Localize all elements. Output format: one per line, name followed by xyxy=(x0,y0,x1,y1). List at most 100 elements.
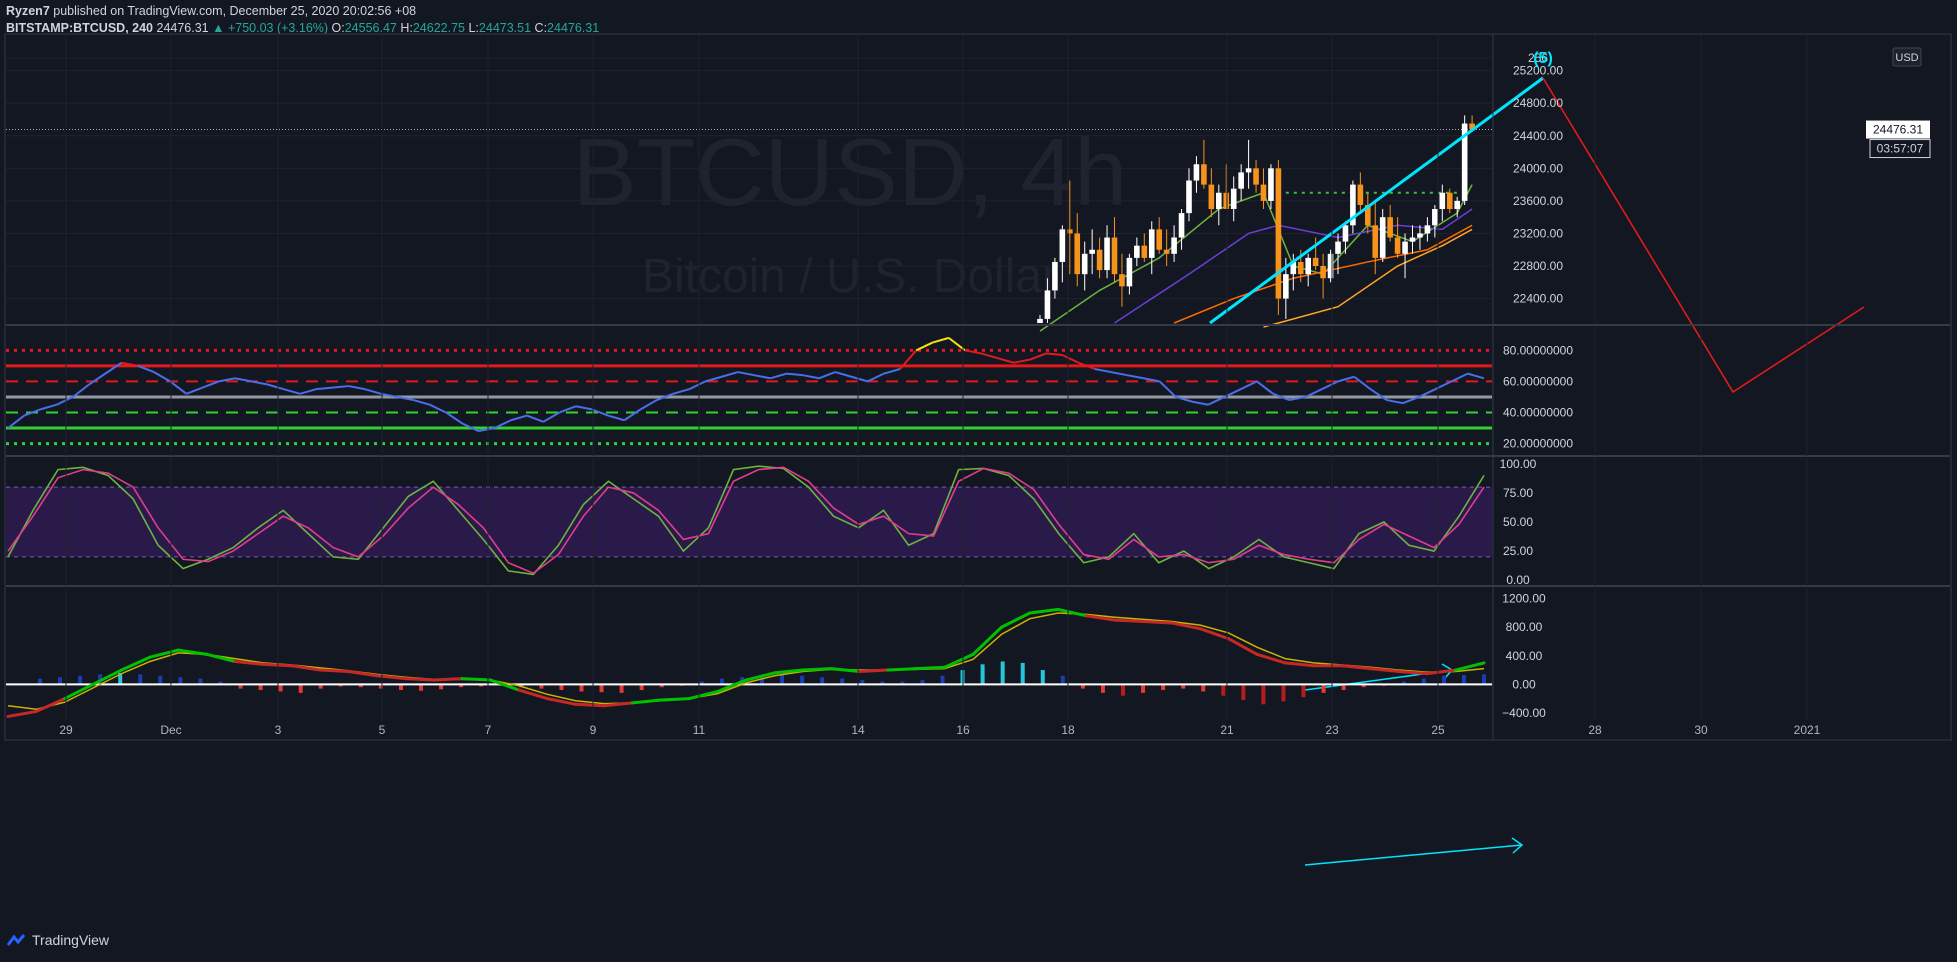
candle-body xyxy=(1268,168,1274,201)
candle-body xyxy=(1208,184,1215,210)
candle-body xyxy=(1111,237,1118,275)
stoch-axis-tick-label: 100.00 xyxy=(1500,457,1537,471)
low-label: L: xyxy=(468,21,479,35)
rsi-line-segment xyxy=(607,414,625,422)
macd-line-segment xyxy=(801,667,833,672)
macd-histogram-bar xyxy=(1000,661,1005,685)
price-pane[interactable] xyxy=(6,57,1865,394)
candle-body xyxy=(1104,237,1110,271)
publisher-name[interactable]: Ryzen7 xyxy=(6,4,50,18)
rsi-line-segment xyxy=(332,385,349,389)
macd-histogram-bar xyxy=(1020,662,1025,685)
price-axis-tick-label: 256 xyxy=(1528,51,1548,65)
candle-body xyxy=(1446,192,1453,210)
rsi-line-segment xyxy=(672,388,690,395)
rsi-line-segment xyxy=(526,414,544,423)
macd-histogram-bar xyxy=(559,684,564,691)
candle-body xyxy=(1260,184,1267,201)
candle-body xyxy=(1163,249,1170,254)
macd-histogram-bar xyxy=(399,684,403,691)
macd-histogram-bar xyxy=(1321,684,1326,693)
candle-body xyxy=(1417,233,1423,238)
price-axis-tick-label: 24400.00 xyxy=(1513,129,1563,143)
rsi-line-segment xyxy=(1143,377,1160,383)
macd-histogram-bar xyxy=(1141,684,1146,693)
candle-body xyxy=(1141,245,1148,258)
rsi-line-segment xyxy=(1207,396,1225,406)
macd-histogram-bar xyxy=(860,680,865,685)
candle-body xyxy=(1089,249,1095,254)
rsi-axis-tick-label: 40.00000000 xyxy=(1503,405,1573,419)
countdown-label: 03:57:07 xyxy=(1877,142,1924,156)
rsi-line-segment xyxy=(1467,372,1485,380)
rsi-line-segment xyxy=(1321,380,1339,391)
x-axis-tick-label: 16 xyxy=(956,723,970,737)
macd-histogram-bar xyxy=(439,684,444,690)
candle-body xyxy=(1126,257,1133,287)
symbol-name[interactable]: BITSTAMP:BTCUSD, 240 xyxy=(6,21,154,35)
macd-line-segment xyxy=(858,668,890,673)
price-axis-tick-label: 22800.00 xyxy=(1513,259,1563,273)
rsi-line-segment xyxy=(429,403,447,414)
rsi-line-segment xyxy=(1175,395,1193,403)
rsi-line-segment xyxy=(72,383,90,398)
candle-body xyxy=(1305,257,1311,275)
macd-pane[interactable] xyxy=(6,607,1524,866)
rsi-axis-tick-label: 20.00000000 xyxy=(1503,437,1573,451)
candle-body xyxy=(1357,184,1364,205)
rsi-line-segment xyxy=(137,364,155,374)
rsi-line-segment xyxy=(1386,399,1404,405)
rsi-pane[interactable] xyxy=(6,336,1492,513)
macd-line-segment xyxy=(148,648,180,659)
macd-line-segment xyxy=(91,668,124,686)
candle-body xyxy=(1409,237,1416,242)
macd-line-segment xyxy=(1283,661,1316,668)
rsi-line-segment xyxy=(1013,358,1031,364)
macd-histogram-bar xyxy=(78,675,83,685)
candle-body xyxy=(1461,123,1468,201)
macd-line-segment xyxy=(687,689,720,701)
price-axis-tick-label: 25200.00 xyxy=(1513,64,1563,78)
footer: TradingView xyxy=(6,932,109,948)
currency-label: USD xyxy=(1895,52,1918,64)
macd-line-segment xyxy=(545,697,578,706)
rsi-line-segment xyxy=(753,374,771,380)
candle-body xyxy=(1275,168,1282,299)
macd-histogram-bar xyxy=(1221,684,1226,696)
macd-line-segment xyxy=(176,648,209,656)
rsi-line-segment xyxy=(1289,395,1306,402)
rsi-line-segment xyxy=(802,374,820,380)
macd-histogram-bar xyxy=(900,681,905,685)
rsi-line-segment xyxy=(1418,388,1436,398)
candle-body xyxy=(1037,318,1043,323)
macd-axis-tick-label: 1200.00 xyxy=(1502,592,1546,606)
macd-histogram-bar xyxy=(599,684,604,693)
x-axis-tick-label: 28 xyxy=(1588,723,1602,737)
rsi-line-segment xyxy=(348,385,366,391)
macd-histogram-bar xyxy=(1060,675,1065,685)
stoch-axis-tick-label: 50.00 xyxy=(1503,515,1533,529)
macd-line-segment xyxy=(1454,661,1486,672)
macd-line-segment xyxy=(403,677,436,682)
macd-histogram-bar xyxy=(1401,681,1406,685)
macd-histogram-bar xyxy=(218,681,223,685)
open-value: 24556.47 xyxy=(344,21,397,35)
macd-axis-tick-label: 800.00 xyxy=(1506,620,1543,634)
rsi-line-segment xyxy=(899,349,918,370)
rsi-line-segment xyxy=(915,341,933,352)
x-axis-tick-label: 23 xyxy=(1325,723,1339,737)
axes: 29 Dec 3 5 7 9 11 14 16 18 21 23 25 28 30 2021 25625200.… xyxy=(4,33,1952,741)
stoch-rsi-pane[interactable] xyxy=(6,465,1492,691)
macd-histogram-bar xyxy=(920,680,925,685)
macd-histogram-bar xyxy=(1261,684,1266,705)
currency-box xyxy=(1892,47,1922,67)
macd-histogram-bar xyxy=(1482,674,1486,685)
rsi-line-segment xyxy=(1337,375,1355,383)
last-price-badge-label: 24476.31 xyxy=(1873,123,1923,137)
macd-histogram-bar xyxy=(1181,684,1186,689)
macd-axis-tick-label: 0.00 xyxy=(1512,677,1536,691)
x-axis-tick-label: 9 xyxy=(590,723,597,737)
rsi-line-segment xyxy=(1256,380,1274,395)
x-axis-tick-label: Dec xyxy=(160,723,181,737)
